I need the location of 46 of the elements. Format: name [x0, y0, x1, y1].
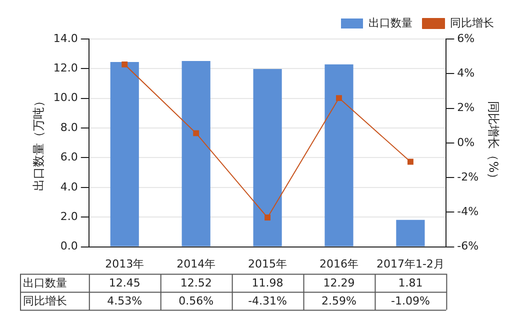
legend-label: 出口数量: [368, 16, 412, 30]
data-label: 12.29: [323, 276, 355, 290]
legend-label: 同比增长: [450, 16, 494, 30]
y2-tick-label: -2%: [457, 170, 479, 184]
y-tick-label: 0.0: [60, 240, 78, 253]
y2-tick-label: 4%: [457, 66, 475, 80]
bar: [324, 64, 354, 246]
x-tick-label: 2017年1-2月: [376, 257, 444, 270]
point: [336, 95, 342, 102]
point: [264, 214, 271, 221]
y-axis-title: 出口数量（万吨）: [31, 94, 46, 191]
data-label: 0.56%: [178, 294, 214, 308]
y-tick-label: 14.0: [53, 32, 78, 45]
y-tick-label: 8.0: [60, 120, 78, 134]
y2-axis-title: 同比增长（%）: [486, 101, 501, 185]
x-tick-label: 2013年: [105, 257, 144, 270]
data-label: 2.59%: [322, 294, 356, 308]
y2-tick-label: 6%: [457, 32, 475, 45]
point: [407, 158, 414, 165]
x-tick-label: 2016年: [319, 257, 358, 270]
bar: [396, 220, 425, 246]
bar: [253, 68, 282, 246]
point: [193, 130, 200, 136]
x-tick-label: 2014年: [176, 257, 216, 270]
data-label: 1.81: [398, 276, 423, 290]
data-label: 4.53%: [107, 294, 142, 308]
y-tick-label: 10.0: [53, 91, 78, 104]
data-label: -4.31%: [248, 294, 287, 308]
data-label: -1.09%: [390, 294, 430, 308]
x-tick-label: 2015年: [248, 257, 288, 270]
point: [122, 61, 128, 68]
y2-tick-label: -6%: [457, 240, 479, 253]
bar: [110, 62, 139, 246]
text: 出口数量: [23, 276, 67, 290]
y-tick-label: 2.0: [60, 210, 78, 223]
data-label: 11.98: [252, 276, 284, 290]
text: 同比增长: [23, 294, 67, 308]
y2-tick-label: 2%: [457, 101, 475, 114]
y2-tick-label: -4%: [457, 205, 479, 218]
bar: [182, 60, 210, 246]
y-tick-label: 4.0: [60, 180, 78, 194]
data-label: 12.52: [180, 276, 212, 290]
y-tick-label: 12.0: [53, 62, 78, 75]
y-tick-label: 6.0: [60, 150, 78, 164]
data-label: 12.45: [108, 276, 140, 290]
y2-tick-label: 0%: [457, 136, 475, 149]
